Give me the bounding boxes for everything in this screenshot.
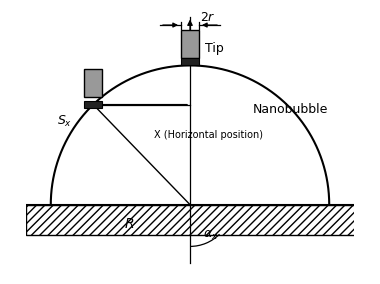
Text: $\alpha_x$: $\alpha_x$ xyxy=(203,229,218,242)
Bar xyxy=(181,30,199,58)
Bar xyxy=(181,58,199,65)
Bar xyxy=(26,205,380,235)
Bar xyxy=(84,69,102,97)
Bar xyxy=(84,101,102,108)
Text: Tip: Tip xyxy=(204,42,223,55)
Text: Nanobubble: Nanobubble xyxy=(253,103,328,116)
Text: X (Horizontal position): X (Horizontal position) xyxy=(154,130,263,140)
Text: $R$: $R$ xyxy=(124,217,134,231)
Text: $2r$: $2r$ xyxy=(200,11,216,24)
Text: $S_x$: $S_x$ xyxy=(57,114,72,129)
